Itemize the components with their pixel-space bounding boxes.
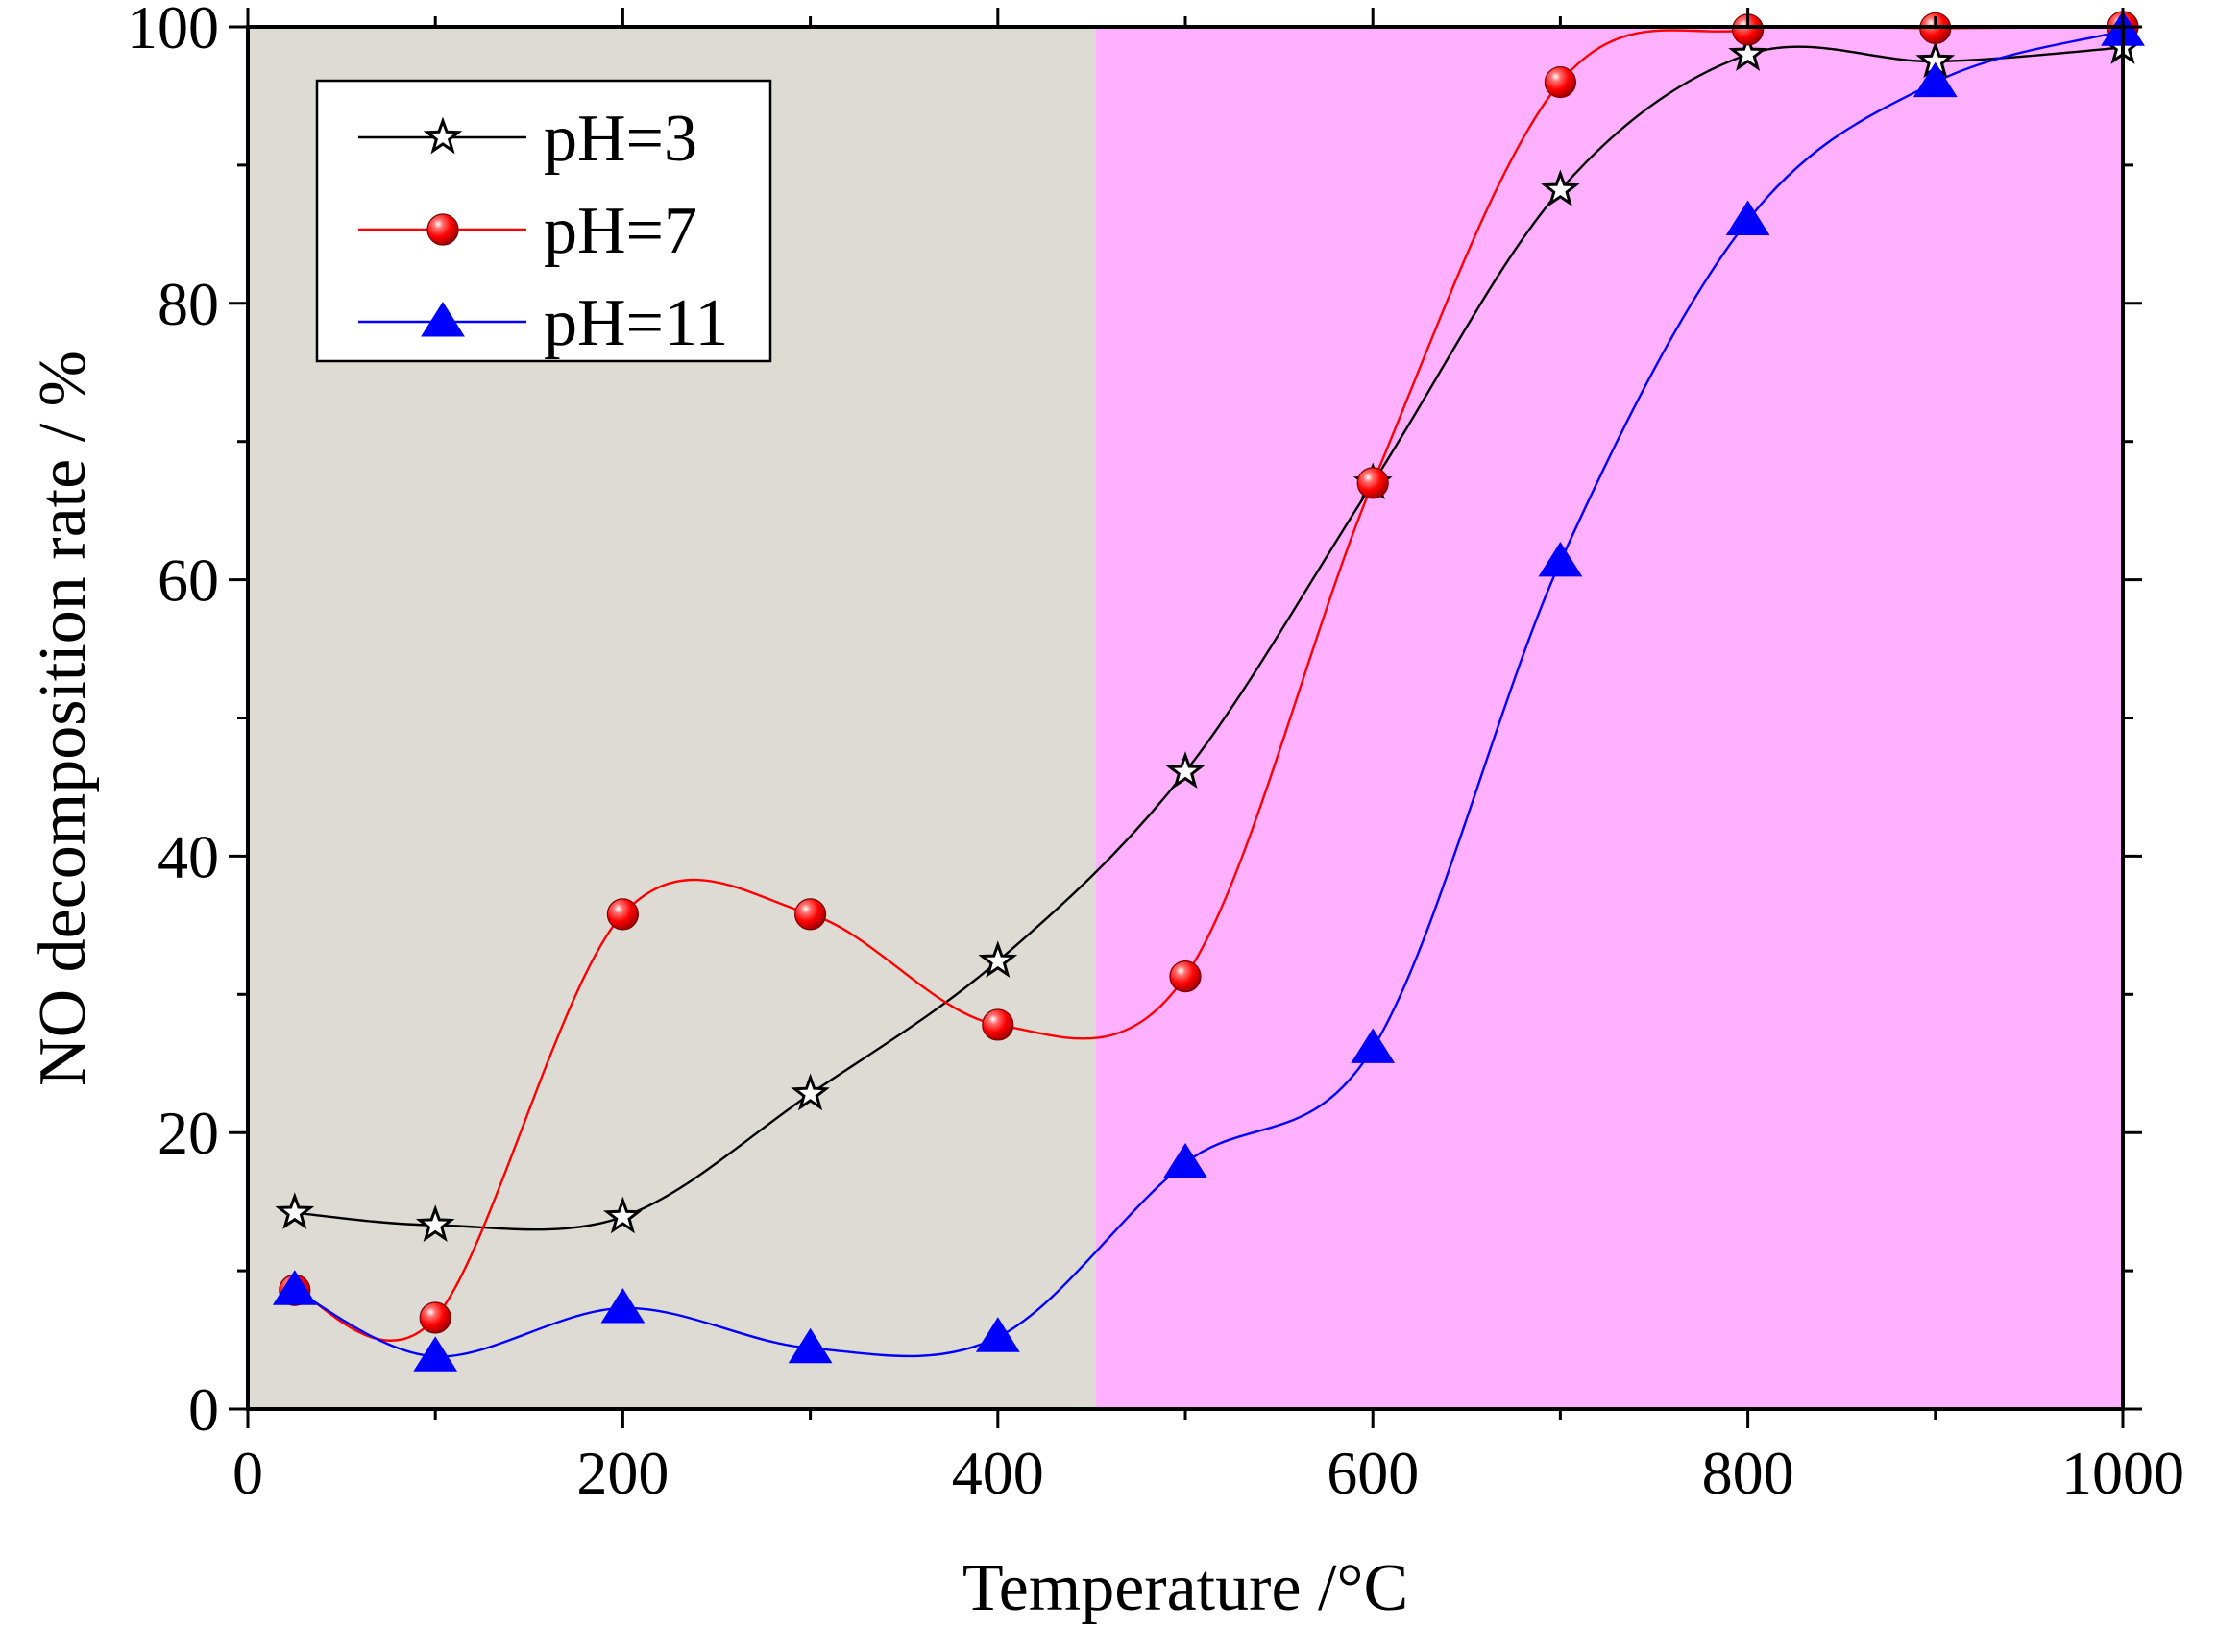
data-point-ph-3-700	[1541, 169, 1580, 207]
axes: 0 200 400 600 800 1000 0 20 40 60 80 100	[127, 0, 2184, 1507]
data-point-ph-11-900	[1912, 61, 1958, 98]
data-point-ph-11-800	[1725, 200, 1770, 235]
data-point-ph-7-500	[1169, 960, 1202, 993]
legend: pH=3 pH=7 pH=11	[315, 79, 772, 363]
data-point-ph-3-300	[791, 1073, 830, 1111]
data-point-ph-3-800	[1728, 34, 1767, 72]
y-axis-title: NO decomposition rate / %	[26, 351, 100, 1086]
x-tick-label: 800	[1702, 1439, 1794, 1507]
data-point-ph-11-500	[1163, 1142, 1207, 1178]
data-point-ph-3-400	[978, 940, 1018, 979]
data-point-ph-7-700	[1544, 65, 1577, 99]
legend-marker-ph-3	[423, 116, 463, 155]
data-point-ph-7-100	[419, 1301, 451, 1334]
x-axis-title: Temperature /°C	[962, 1551, 1408, 1625]
data-point-ph-11-200	[600, 1288, 646, 1324]
data-point-ph-11-700	[1538, 541, 1583, 577]
x-tick-label: 600	[1327, 1439, 1419, 1507]
y-tick-label: 20	[158, 1099, 219, 1167]
data-point-ph-7-200	[606, 898, 640, 931]
legend-marker-ph-11	[421, 302, 465, 337]
data-point-ph-3-100	[415, 1204, 455, 1242]
data-point-ph-11-300	[788, 1327, 833, 1364]
legend-marker-ph-7	[426, 213, 459, 246]
data-point-ph-11-400	[975, 1317, 1020, 1352]
data-point-ph-11-600	[1351, 1028, 1396, 1063]
x-tick-label: 400	[952, 1439, 1044, 1507]
legend-box	[315, 79, 772, 363]
y-tick-label: 60	[158, 547, 219, 615]
data-point-ph-11-100	[413, 1336, 458, 1372]
y-tick-label: 100	[127, 0, 219, 61]
y-tick-label: 0	[188, 1375, 219, 1444]
legend-label-ph-11: pH=11	[544, 286, 728, 360]
data-point-ph-3-200	[603, 1196, 643, 1234]
background-region-2	[1095, 27, 2123, 1409]
series-line-ph-3	[294, 45, 2123, 1231]
data-point-ph-7-300	[793, 898, 827, 931]
data-point-ph-3-500	[1165, 751, 1206, 789]
legend-label-ph-7: pH=7	[544, 194, 697, 268]
data-point-ph-11-25	[272, 1270, 317, 1305]
legend-label-ph-3: pH=3	[544, 102, 697, 176]
data-point-ph-7-400	[982, 1008, 1014, 1041]
x-tick-label: 200	[576, 1439, 669, 1507]
data-point-ph-3-25	[275, 1192, 315, 1229]
y-tick-label: 40	[158, 822, 219, 890]
y-tick-label: 80	[158, 270, 219, 338]
x-tick-label: 1000	[2061, 1439, 2184, 1507]
data-point-ph-7-600	[1356, 467, 1389, 499]
x-tick-label: 0	[232, 1439, 263, 1507]
